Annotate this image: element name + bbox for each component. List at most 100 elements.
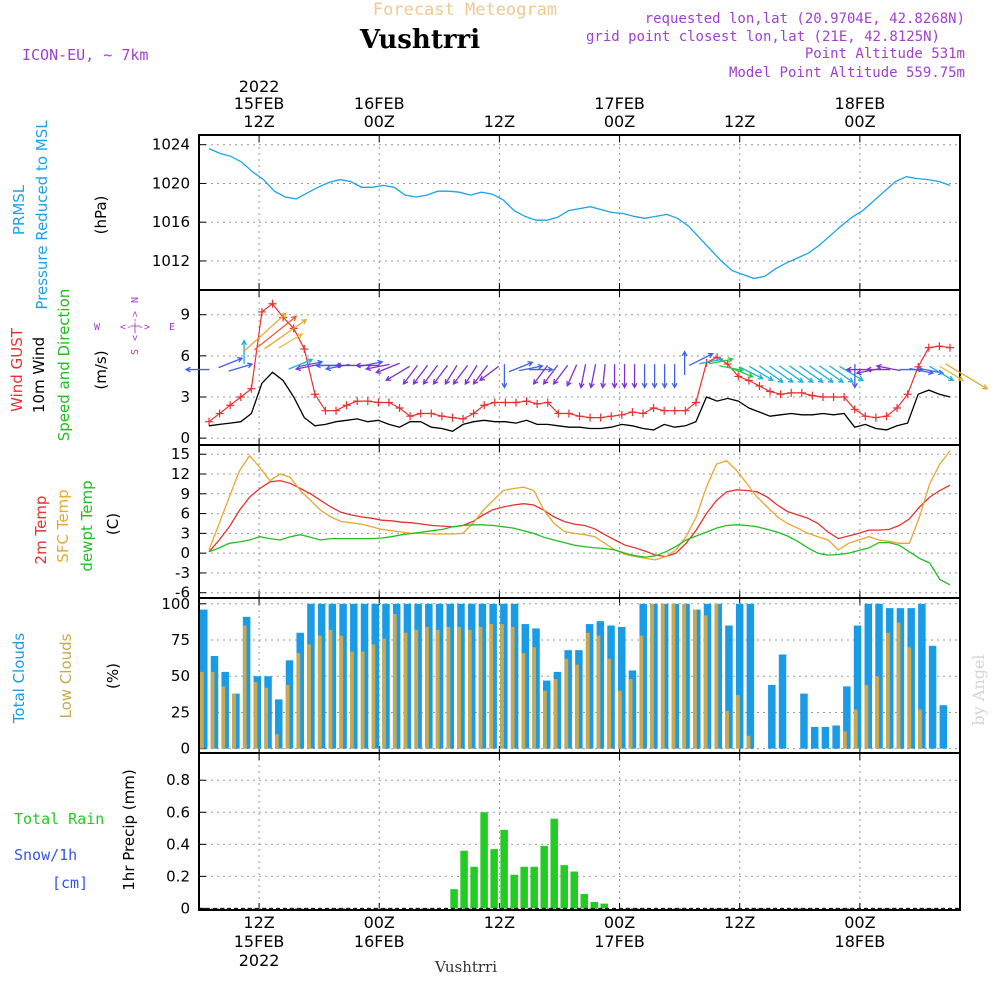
wind-direction-arrow bbox=[809, 365, 834, 383]
wind-direction-arrow bbox=[241, 339, 248, 364]
top-tick-3-time: 00Z bbox=[604, 112, 635, 131]
low-cloud-bar bbox=[596, 635, 601, 749]
wind-direction-arrow bbox=[566, 364, 578, 387]
temp-2m-label: 2m Temp bbox=[32, 496, 50, 565]
low-cloud-bar bbox=[746, 735, 751, 749]
gust-marker bbox=[681, 406, 690, 415]
wind-direction-arrow bbox=[402, 364, 419, 386]
low-cloud-bar bbox=[275, 734, 279, 749]
total-cloud-bar bbox=[875, 603, 883, 749]
wind-line bbox=[208, 371, 951, 433]
low-cloud-bar bbox=[253, 682, 258, 749]
bottom-tick-1-time: 00Z bbox=[364, 913, 395, 932]
top-tick-0-date: 15FEB bbox=[234, 94, 285, 113]
footer-station: Vushtrri bbox=[434, 958, 497, 976]
gust-marker bbox=[829, 392, 838, 401]
gust-marker bbox=[205, 417, 214, 426]
low-cloud-bar bbox=[435, 629, 440, 749]
total-cloud-bar bbox=[746, 603, 755, 749]
gust-marker bbox=[945, 343, 954, 352]
top-tick-2-time: 12Z bbox=[484, 112, 515, 131]
gust-marker bbox=[755, 382, 764, 391]
wind-direction-arrow bbox=[641, 364, 648, 389]
rain-bar bbox=[550, 818, 558, 909]
gust-marker bbox=[882, 412, 891, 421]
precip-unit-label: 1hr Precip (mm) bbox=[120, 769, 138, 890]
low-cloud-bar bbox=[328, 629, 333, 749]
wind-direction-arrow bbox=[748, 365, 774, 382]
panel-clouds: 0 25 50 75 100 bbox=[161, 595, 961, 758]
temp-unit-label: (C) bbox=[104, 513, 122, 535]
pressure-ytick-label: 1024 bbox=[152, 136, 190, 154]
total-cloud-bar bbox=[618, 626, 626, 749]
wind-direction-arrow bbox=[851, 364, 858, 389]
clouds-ytick-label: 0 bbox=[180, 740, 190, 758]
wind-direction-arrow bbox=[829, 365, 854, 383]
low-cloud-bar bbox=[575, 664, 579, 749]
wind-direction-arrow bbox=[254, 315, 298, 351]
wind-direction-arrow bbox=[184, 366, 210, 373]
top-tick-3-date: 17FEB bbox=[594, 94, 645, 113]
wind-direction-arrow bbox=[422, 364, 439, 386]
wind-direction-arrow bbox=[778, 365, 804, 383]
gust-marker bbox=[639, 409, 648, 418]
gust-marker bbox=[215, 409, 224, 418]
gust-marker bbox=[342, 401, 351, 410]
wind-direction-arrow bbox=[264, 318, 308, 350]
wind-ytick-label: 3 bbox=[180, 388, 190, 406]
gust-marker bbox=[850, 405, 859, 414]
wind-direction-arrow bbox=[374, 362, 400, 374]
wind-direction-arrow bbox=[651, 364, 658, 389]
pressure-line bbox=[208, 148, 951, 280]
wind-direction-arrow bbox=[681, 350, 688, 375]
rain-bar bbox=[520, 866, 528, 909]
low-cloud-bar bbox=[875, 676, 880, 749]
low-cloud-bar bbox=[671, 603, 676, 749]
temperature-ytick-label: 15 bbox=[171, 445, 190, 463]
plot-layer: 10121016102010240369-6-30369121502550751… bbox=[152, 134, 989, 917]
wind-direction-arrow bbox=[661, 364, 668, 389]
wind-direction-arrow bbox=[819, 365, 844, 383]
clouds-total-label: Total Clouds bbox=[10, 633, 28, 725]
wind-direction-arrow bbox=[600, 364, 607, 389]
low-cloud-bar bbox=[639, 635, 644, 749]
compass-s: S bbox=[130, 349, 141, 355]
temp-labels: 2m Temp SFC Temp dewpt Temp (C) bbox=[32, 480, 122, 571]
gust-marker bbox=[617, 410, 626, 419]
gust-marker bbox=[427, 409, 436, 418]
precip-frame bbox=[198, 752, 961, 911]
total-cloud-bar bbox=[810, 726, 819, 749]
wind-direction-arrow bbox=[789, 365, 814, 383]
gust-marker bbox=[321, 406, 330, 415]
panel-wind: 0 3 6 9 bbox=[180, 289, 989, 447]
rain-bar bbox=[510, 874, 518, 909]
temperature-ytick-label: 6 bbox=[180, 505, 190, 523]
top-tick-5-time: 00Z bbox=[844, 112, 875, 131]
precip-rain-label: Total Rain bbox=[14, 810, 104, 828]
gust-marker bbox=[406, 412, 415, 421]
temp-sfc-label: SFC Temp bbox=[54, 489, 72, 562]
rain-bar bbox=[590, 901, 599, 909]
rain-bar bbox=[530, 866, 538, 909]
low-cloud-bar bbox=[853, 709, 858, 749]
panel-temperature: -6 -3 0 36 9 12 15 bbox=[171, 444, 961, 602]
wind-direction-arrow bbox=[709, 356, 735, 365]
gust-marker bbox=[691, 398, 700, 407]
low-cloud-bar bbox=[392, 613, 397, 749]
rain-bar bbox=[480, 812, 488, 909]
wind-direction-arrow bbox=[472, 364, 489, 386]
wind-direction-arrow bbox=[768, 365, 794, 383]
pressure-ytick-label: 1016 bbox=[152, 213, 190, 231]
temperature-ytick-label: -6 bbox=[175, 584, 190, 602]
precip-snow-label: Snow/1h bbox=[14, 846, 77, 864]
gust-marker bbox=[607, 412, 616, 421]
wind-frame bbox=[198, 289, 961, 446]
low-cloud-bar bbox=[339, 635, 344, 749]
gust-marker bbox=[840, 392, 849, 401]
low-cloud-bar bbox=[735, 695, 740, 749]
gust-marker bbox=[469, 409, 478, 418]
precip-ytick-label: 0.6 bbox=[166, 803, 190, 821]
wind-direction-arrow bbox=[929, 365, 955, 382]
total-cloud-bar bbox=[768, 684, 776, 749]
temp-dew-line bbox=[208, 524, 951, 586]
